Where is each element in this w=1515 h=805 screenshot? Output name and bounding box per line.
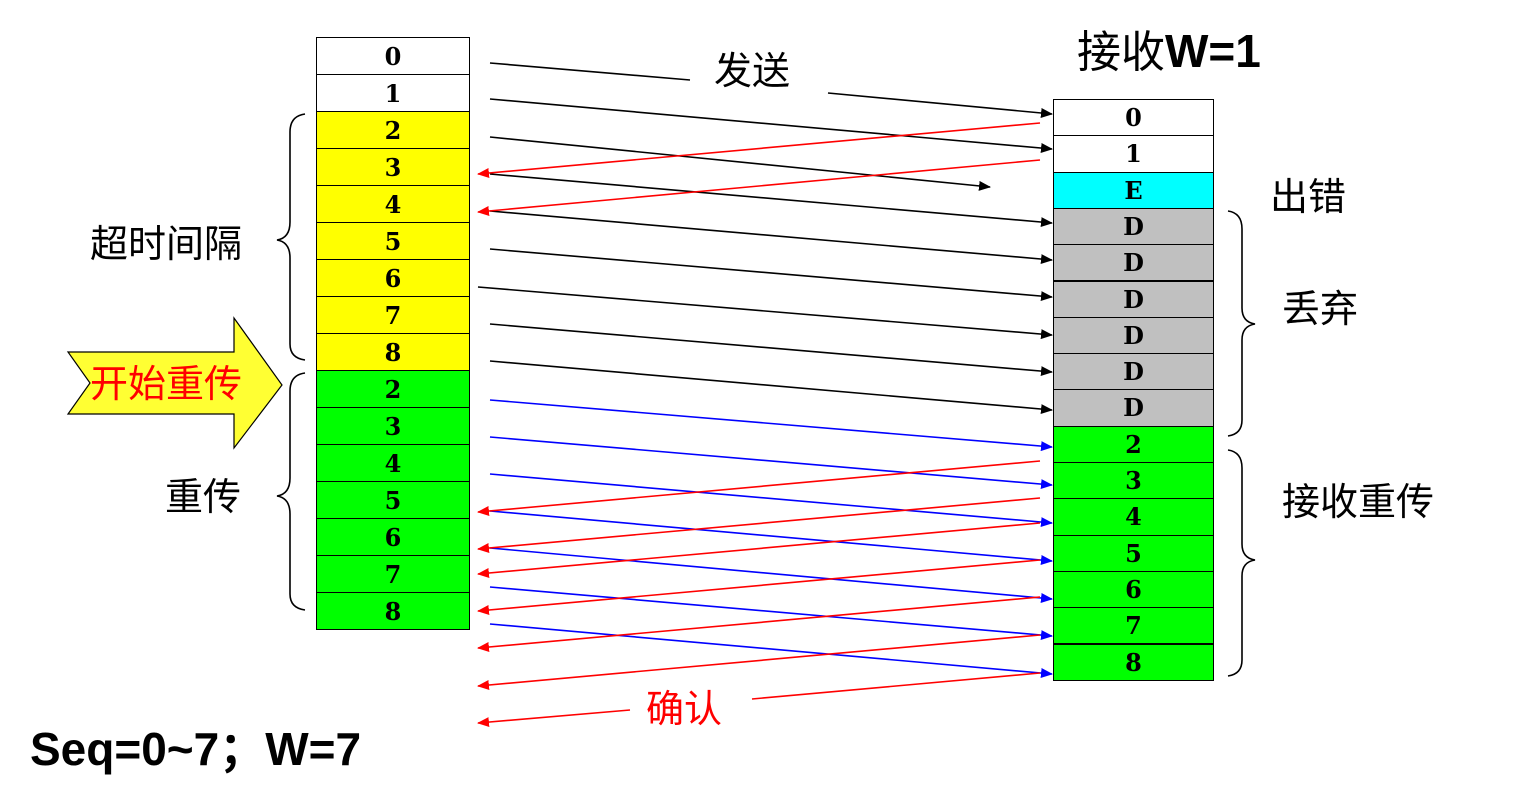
receiver-frame-4: D xyxy=(1053,244,1214,282)
sender-frame-6: 6 xyxy=(316,259,470,297)
start-resend-arrow xyxy=(66,316,283,450)
receive-resend-brace xyxy=(1227,449,1256,677)
receiver-frame-2: E xyxy=(1053,171,1214,209)
ack-arrow-3 xyxy=(477,497,1041,553)
ack-arrow-4 xyxy=(477,522,1041,578)
error-label: 出错 xyxy=(1270,175,1347,219)
discard-brace xyxy=(1227,210,1256,437)
receiver-frame-14: 7 xyxy=(1053,607,1214,645)
receiver-title: 接收W=1 xyxy=(1077,28,1261,75)
receiver-frame-0: 0 xyxy=(1053,99,1214,137)
ack-arrow-6 xyxy=(477,596,1041,652)
send-arrow-6 xyxy=(477,286,1053,340)
receiver-frame-7: D xyxy=(1053,353,1214,391)
timeout-brace xyxy=(276,113,306,361)
send-arrow-2 xyxy=(489,136,991,191)
receiver-frame-12: 5 xyxy=(1053,534,1214,572)
sender-frame-12: 5 xyxy=(316,481,470,519)
sender-frame-8: 8 xyxy=(316,333,470,371)
receive-resend-label: 接收重传 xyxy=(1282,480,1435,524)
sender-frame-0: 0 xyxy=(316,37,470,75)
resend-arrow-6 xyxy=(489,547,1053,603)
resend-arrow-3 xyxy=(489,436,1053,490)
braces xyxy=(276,113,1256,677)
resend-arrow-2 xyxy=(489,399,1053,452)
send-arrow-0 xyxy=(489,62,691,81)
ack-arrows xyxy=(477,122,1041,728)
start-resend-label: 开始重传 xyxy=(90,362,243,406)
send-arrow-1 xyxy=(489,98,1053,154)
resend-arrow-8 xyxy=(489,623,1053,679)
receiver-frame-10: 3 xyxy=(1053,462,1214,500)
receiver-frame-3: D xyxy=(1053,207,1214,246)
timeout-label: 超时间隔 xyxy=(90,222,243,266)
send-arrow-0-tail xyxy=(827,92,1053,118)
resend-brace xyxy=(276,372,306,611)
sender-frame-5: 5 xyxy=(316,222,470,260)
ack-arrow-8a xyxy=(751,672,1041,700)
send-label: 发送 xyxy=(714,49,791,93)
resend-arrows xyxy=(489,399,1053,679)
receiver-frame-8: D xyxy=(1053,389,1214,427)
sender-frame-3: 3 xyxy=(316,148,470,186)
receiver-frame-5: D xyxy=(1053,280,1214,318)
sender-frame-15: 8 xyxy=(316,592,470,630)
receiver-title-window: W=1 xyxy=(1165,25,1261,77)
sender-frame-2: 2 xyxy=(316,111,470,149)
sender-frame-1: 1 xyxy=(316,74,470,112)
sender-frame-4: 4 xyxy=(316,185,470,223)
receiver-frame-15: 8 xyxy=(1053,643,1214,681)
resend-arrow-5 xyxy=(489,510,1053,566)
sender-frame-10: 3 xyxy=(316,407,470,445)
resend-arrow-4 xyxy=(489,473,1053,528)
sender-frame-11: 4 xyxy=(316,444,470,482)
receiver-frame-9: 2 xyxy=(1053,425,1214,463)
footer-seq-window: Seq=0~7；W=7 xyxy=(30,723,362,775)
ack-arrow-0 xyxy=(477,122,1041,178)
send-arrow-5 xyxy=(489,248,1053,302)
receiver-frame-1: 1 xyxy=(1053,135,1214,173)
send-arrow-7 xyxy=(489,323,1053,377)
sender-frame-9: 2 xyxy=(316,370,470,408)
discard-label: 丢弃 xyxy=(1282,287,1359,331)
receiver-frame-6: D xyxy=(1053,316,1214,355)
resend-label: 重传 xyxy=(165,475,242,519)
receiver-title-prefix: 接收 xyxy=(1077,27,1165,78)
ack-arrow-2 xyxy=(477,460,1041,516)
send-arrows xyxy=(477,62,1053,415)
ack-arrow-1 xyxy=(477,159,1041,216)
ack-arrow-8b xyxy=(477,709,631,728)
sender-frame-13: 6 xyxy=(316,518,470,556)
ack-arrow-7 xyxy=(477,634,1041,690)
ack-arrow-5 xyxy=(477,559,1041,615)
send-arrow-4 xyxy=(489,210,1053,265)
sender-frame-7: 7 xyxy=(316,296,470,334)
resend-arrow-7 xyxy=(489,586,1053,641)
sender-frame-14: 7 xyxy=(316,555,470,593)
ack-label: 确认 xyxy=(646,687,723,731)
send-arrow-8 xyxy=(489,360,1053,415)
receiver-frame-11: 4 xyxy=(1053,498,1214,536)
send-arrow-3 xyxy=(489,173,1053,228)
receiver-frame-13: 6 xyxy=(1053,570,1214,609)
